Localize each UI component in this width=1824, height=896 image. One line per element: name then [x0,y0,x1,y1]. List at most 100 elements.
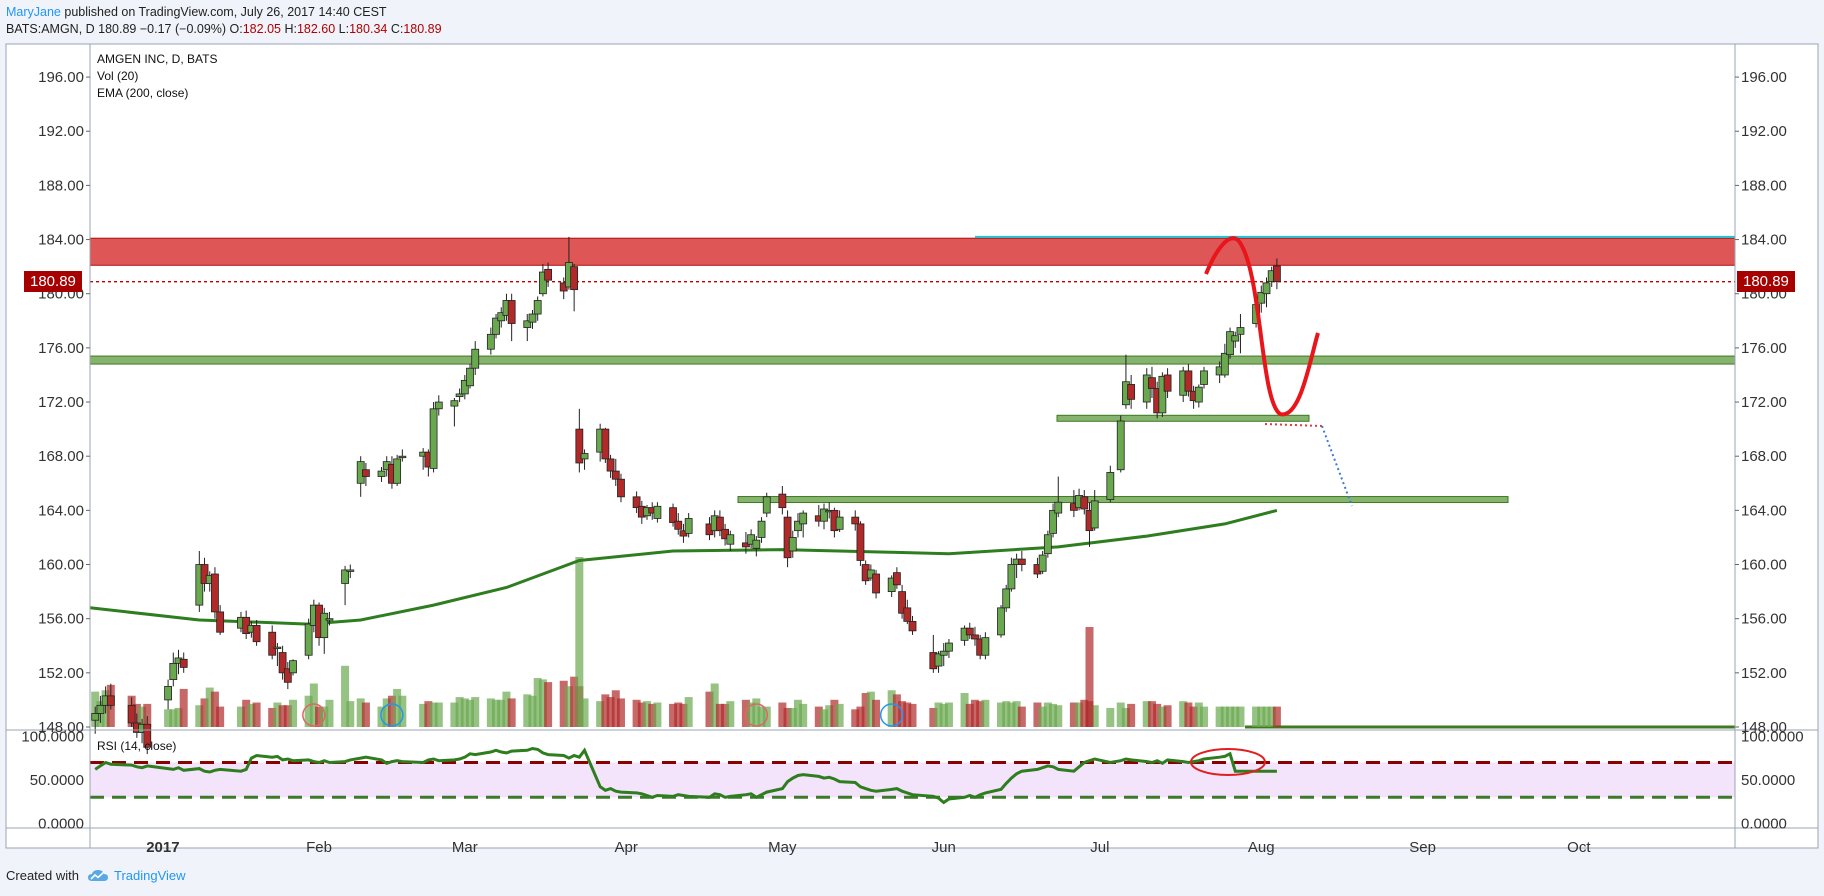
price-tick-right: 196.00 [1741,69,1787,86]
tradingview-brand[interactable]: TradingView [87,868,186,883]
candle-body [533,300,542,315]
volume-bar [788,707,797,727]
volume-spike-bar [1085,627,1094,727]
candle-body [752,539,761,549]
time-tick-label: Feb [306,839,332,856]
candle-body [106,695,115,706]
volume-bar [1257,706,1266,727]
volume-bar [820,709,829,727]
candle-body [283,668,292,683]
volume-bar [616,698,625,727]
volume-bar [387,695,396,727]
volume-bar [830,699,839,727]
volume-spike-bar [575,557,584,727]
volume-bar [892,694,901,727]
candle-body [570,266,579,291]
volume-bar [866,691,875,727]
volume-bar [1252,706,1261,727]
candle-body [721,528,729,540]
rsi-legend[interactable]: RSI (14, close) [97,739,177,753]
candle-body [606,458,615,472]
event-marker-circle [380,703,404,727]
resistance-zone [89,237,1736,266]
candle-body [653,505,662,519]
axes: 196.00 196.00 192.00 192.00 188.00 188.00 184.… [6,44,1818,856]
legend-title[interactable]: AMGEN INC, D, BATS [97,52,218,66]
rsi-tick-right: 0.0000 [1741,815,1787,832]
candle-body [1257,291,1266,304]
volume-bar [143,703,152,727]
volume-bar [325,699,334,727]
close-value: 180.89 [403,22,442,36]
chart-legend: AMGEN INC, D, BATS Vol (20) EMA (200, cl… [97,51,217,102]
volume-bar [710,683,719,727]
candle-body [1043,534,1052,555]
price-tick-left: 184.00 [38,232,84,249]
volume-bar [929,707,938,727]
volume-bar [1158,706,1167,727]
candle-body [1049,509,1057,534]
price-tick-right: 148.00 [1741,719,1787,736]
volume-bar [559,680,568,727]
low-label: L: [338,22,350,36]
volume-bar [1069,702,1078,727]
volume-bar [210,691,219,727]
volume-bar [195,705,204,727]
volume-bar [346,701,355,727]
volume-bar [752,698,761,727]
footer: Created with TradingView [6,868,186,883]
candle-body [460,379,469,395]
candle-body [611,470,620,480]
volume-bar [309,683,318,727]
author-link[interactable]: MaryJane [6,5,61,19]
price-tick-right: 152.00 [1741,665,1787,682]
candle-body [434,401,443,410]
volume-bar [1194,702,1203,727]
volume-bar [283,705,292,727]
volume-bar [861,693,870,727]
time-tick-label: Aug [1248,839,1275,856]
price-pane [89,235,1736,755]
candle-body [872,573,880,594]
volume-bar [450,702,459,727]
candle-body [742,542,750,548]
candle-body [997,607,1005,636]
price-tick-right: 192.00 [1741,123,1787,140]
volume-bar [580,698,589,727]
volume-bar [643,701,652,727]
volume-bar [429,702,438,727]
candle-body [1184,370,1193,392]
volume-bar [523,694,532,727]
volume-bar [1142,701,1151,727]
volume-bar [705,691,714,727]
rsi-highlight-ellipse [1190,748,1266,776]
volume-bar [486,698,495,727]
candle-body [195,564,204,606]
candle-body [455,393,464,398]
price-tick-left: 188.00 [38,177,84,194]
candle-body [164,685,172,701]
time-tick-label: Jun [932,839,956,856]
volume-bar [1226,706,1235,727]
projection-dotted-blue [1321,425,1353,507]
rsi-pane [90,746,1735,805]
volume-bar [164,709,173,727]
volume-bar [1147,701,1156,727]
candle-body [1080,496,1089,510]
candle-body [1148,377,1156,389]
candle-body [492,317,500,335]
legend-volume[interactable]: Vol (20) [97,69,139,83]
last-price: 180.89 [98,22,137,36]
candle-body [669,507,677,523]
event-marker-circle [879,703,904,727]
price-tick-left: 192.00 [38,123,84,140]
volume-bar [174,707,183,727]
volume-bar [981,699,990,727]
time-tick-label: Jul [1090,839,1109,856]
candle-body [538,271,547,295]
time-tick-label: 2017 [146,839,179,856]
legend-ema[interactable]: EMA (200, close) [97,86,189,100]
volume-bar [1121,707,1130,727]
volume-bar [382,698,391,727]
